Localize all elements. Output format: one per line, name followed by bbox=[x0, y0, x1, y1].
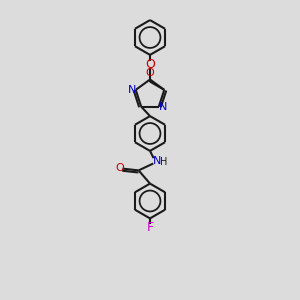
Text: F: F bbox=[146, 221, 154, 234]
Text: N: N bbox=[152, 156, 161, 166]
Text: N: N bbox=[158, 102, 167, 112]
Text: O: O bbox=[145, 58, 155, 71]
Text: O: O bbox=[146, 68, 154, 78]
Text: N: N bbox=[128, 85, 136, 95]
Text: O: O bbox=[116, 163, 124, 173]
Text: H: H bbox=[160, 157, 167, 167]
